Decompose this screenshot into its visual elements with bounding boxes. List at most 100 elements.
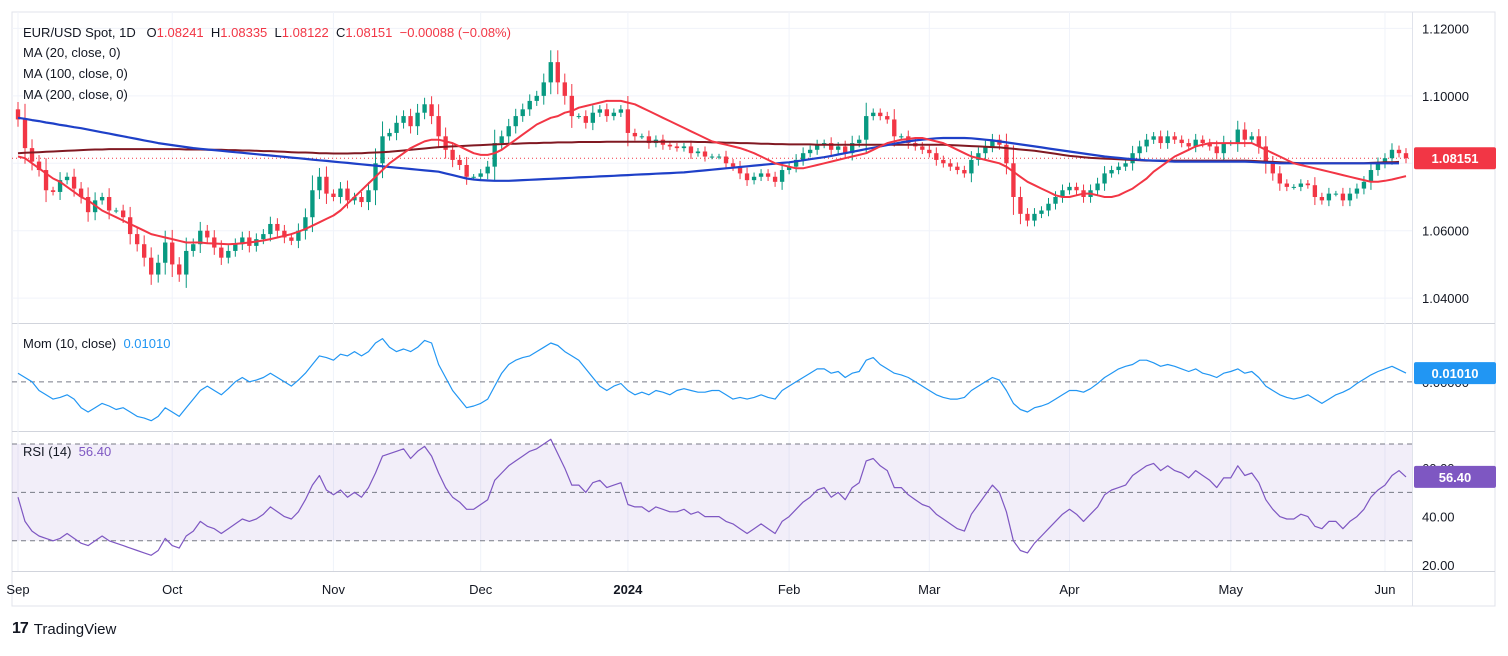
x-tick-label: Nov [322,582,346,597]
price-tick-label: 1.12000 [1422,21,1469,36]
candle [394,122,399,133]
candle [892,119,897,137]
candle [134,234,140,245]
candle [1326,193,1332,201]
candle [850,143,855,154]
candle [1165,136,1170,144]
rsi-tick-label: 40.00 [1422,510,1455,525]
candle [730,163,736,167]
candle [534,95,539,101]
candle [555,62,560,83]
candle [1053,197,1058,204]
candle [1298,183,1304,187]
high-label: H [210,25,221,40]
candle [716,156,722,158]
open-label: O [146,25,157,40]
ma200-legend[interactable]: MA (200, close, 0) [23,87,128,102]
candle [800,153,806,160]
candle [962,170,967,174]
candle [1067,186,1072,191]
candle [590,112,596,123]
candle [303,217,308,231]
x-tick-label: Feb [778,582,800,597]
candle [219,247,224,258]
candle [1361,181,1367,189]
candle [948,163,953,167]
x-tick-label: 2024 [613,582,643,597]
candle [78,188,84,197]
price-tick-label: 1.04000 [1422,291,1469,306]
momentum-label: Mom (10, close) [23,336,117,351]
candle [1354,188,1360,194]
candle [113,210,119,212]
candle [618,109,624,113]
candle [338,188,343,197]
candle [457,159,462,165]
candle [15,109,21,120]
candle [1018,197,1023,214]
candle [1382,158,1388,164]
candle [282,230,287,238]
candle [541,82,546,96]
candle [758,173,764,177]
candle [1256,136,1261,147]
candle [1137,146,1142,154]
candle [674,146,680,149]
candle [1277,173,1282,184]
candle [43,170,49,191]
candle [1046,203,1051,211]
candle [142,244,147,258]
candle [737,166,743,174]
candle [583,116,588,123]
rsi-band-fill [12,444,1412,541]
candle [1116,166,1121,171]
x-tick-label: Dec [469,582,493,597]
rsi-legend[interactable]: RSI (14) 56.40 [23,442,111,462]
candle [170,242,175,265]
candle [1151,136,1156,140]
candle [681,146,687,149]
ma20-legend[interactable]: MA (20, close, 0) [23,45,121,60]
candle [1340,193,1346,201]
candle [415,112,420,127]
candle [120,210,126,218]
x-tick-label: May [1218,582,1243,597]
candle [976,153,981,160]
candle [1319,197,1325,201]
candle [920,146,925,150]
candle [520,109,525,117]
candle [597,109,603,113]
candle [85,197,91,213]
ma100-legend[interactable]: MA (100, close, 0) [23,66,128,81]
candle [562,82,567,96]
candle [828,143,834,150]
ohlc-legend: EUR/USD Spot, 1D O1.08241 H1.08335 L1.08… [23,25,511,40]
candle [499,136,504,144]
candle [576,116,581,118]
rsi-tick-label: 20.00 [1422,558,1455,573]
candle [709,156,715,158]
candle [885,116,890,120]
candle [1221,143,1226,154]
candle [899,136,904,138]
symbol-label[interactable]: EUR/USD Spot, 1D [23,25,136,40]
candle [408,116,413,127]
candle [345,188,350,201]
candle [513,116,518,127]
candle [793,159,799,167]
close-label: C [336,25,346,40]
candle [506,126,511,137]
momentum-legend[interactable]: Mom (10, close) 0.01010 [23,334,170,354]
candle [233,244,238,251]
candle [127,217,133,235]
tradingview-logo[interactable]: 17 TradingView [12,620,116,638]
candle [401,116,406,123]
candle [646,136,652,144]
candle [1074,186,1079,191]
candle [99,197,105,201]
candle [64,176,70,181]
candle [625,109,631,133]
candle [1396,149,1402,154]
